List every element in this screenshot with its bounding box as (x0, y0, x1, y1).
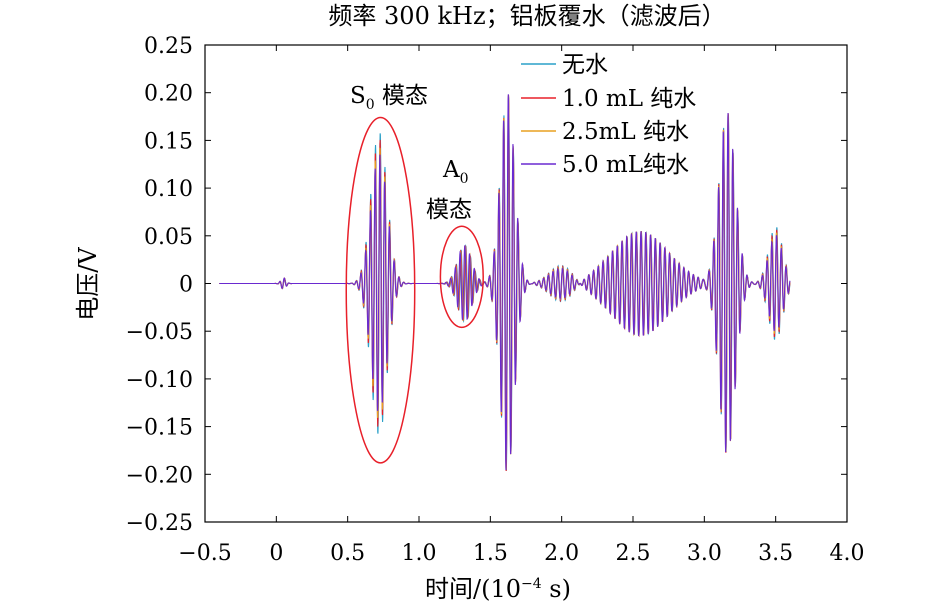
x-tick-label: 1.0 (402, 541, 437, 566)
y-tick-label: 0.20 (144, 82, 193, 107)
y-tick-label: −0.25 (126, 511, 193, 536)
s0-mode-label: S0 模态 (350, 83, 428, 113)
y-tick-label: 0.15 (144, 129, 193, 154)
x-tick-label: 1.5 (473, 541, 508, 566)
y-tick-label: −0.05 (126, 320, 193, 345)
y-tick-labels: 0.25 0.20 0.15 0.10 0.05 0 −0.05 −0.10 −0.15 −0.2… (126, 34, 193, 536)
annotations-layer: S0 模态 A0 模态 (345, 83, 484, 464)
a0-mode-ellipse (439, 225, 484, 329)
s0-mode-ellipse (345, 116, 416, 464)
legend-label-2-5ml: 2.5mL 纯水 (562, 119, 689, 145)
x-tick-label: 3.0 (687, 541, 722, 566)
y-tick-label: 0.05 (144, 225, 193, 250)
x-tick-label: 3.5 (758, 541, 793, 566)
y-tick-label: −0.20 (126, 463, 193, 488)
y-tick-label: −0.15 (126, 416, 193, 441)
legend-label-5ml: 5.0 mL纯水 (562, 152, 689, 178)
legend-label-no-water: 无水 (562, 52, 608, 78)
y-tick-label: 0 (179, 273, 193, 298)
ticks-layer (204, 44, 848, 523)
series-layer (219, 94, 791, 472)
x-tick-label: 2.5 (616, 541, 651, 566)
series-line (219, 94, 791, 470)
y-axis-title: 电压/V (74, 247, 102, 321)
x-tick-label: 4.0 (830, 541, 865, 566)
x-axis-title: 时间/(10−4 s) (425, 575, 571, 603)
y-tick-label: 0.25 (144, 34, 193, 59)
chart-title: 频率 300 kHz；铝板覆水（滤波后） (328, 2, 725, 30)
x-tick-label: 0 (269, 541, 283, 566)
x-tick-label: 2.0 (544, 541, 579, 566)
x-tick-label: 0.5 (330, 541, 365, 566)
a0-mode-label: A0 (442, 157, 469, 187)
legend: 无水 1.0 mL 纯水 2.5mL 纯水 5.0 mL纯水 (521, 52, 696, 178)
a0-mode-label-line2: 模态 (426, 197, 472, 223)
y-tick-label: −0.10 (126, 368, 193, 393)
y-tick-label: 0.10 (144, 177, 193, 202)
x-tick-label: −0.5 (178, 541, 231, 566)
x-tick-labels: −0.5 0 0.5 1.0 1.5 2.0 2.5 3.0 3.5 4.0 (178, 541, 864, 566)
legend-label-1ml: 1.0 mL 纯水 (562, 86, 696, 112)
